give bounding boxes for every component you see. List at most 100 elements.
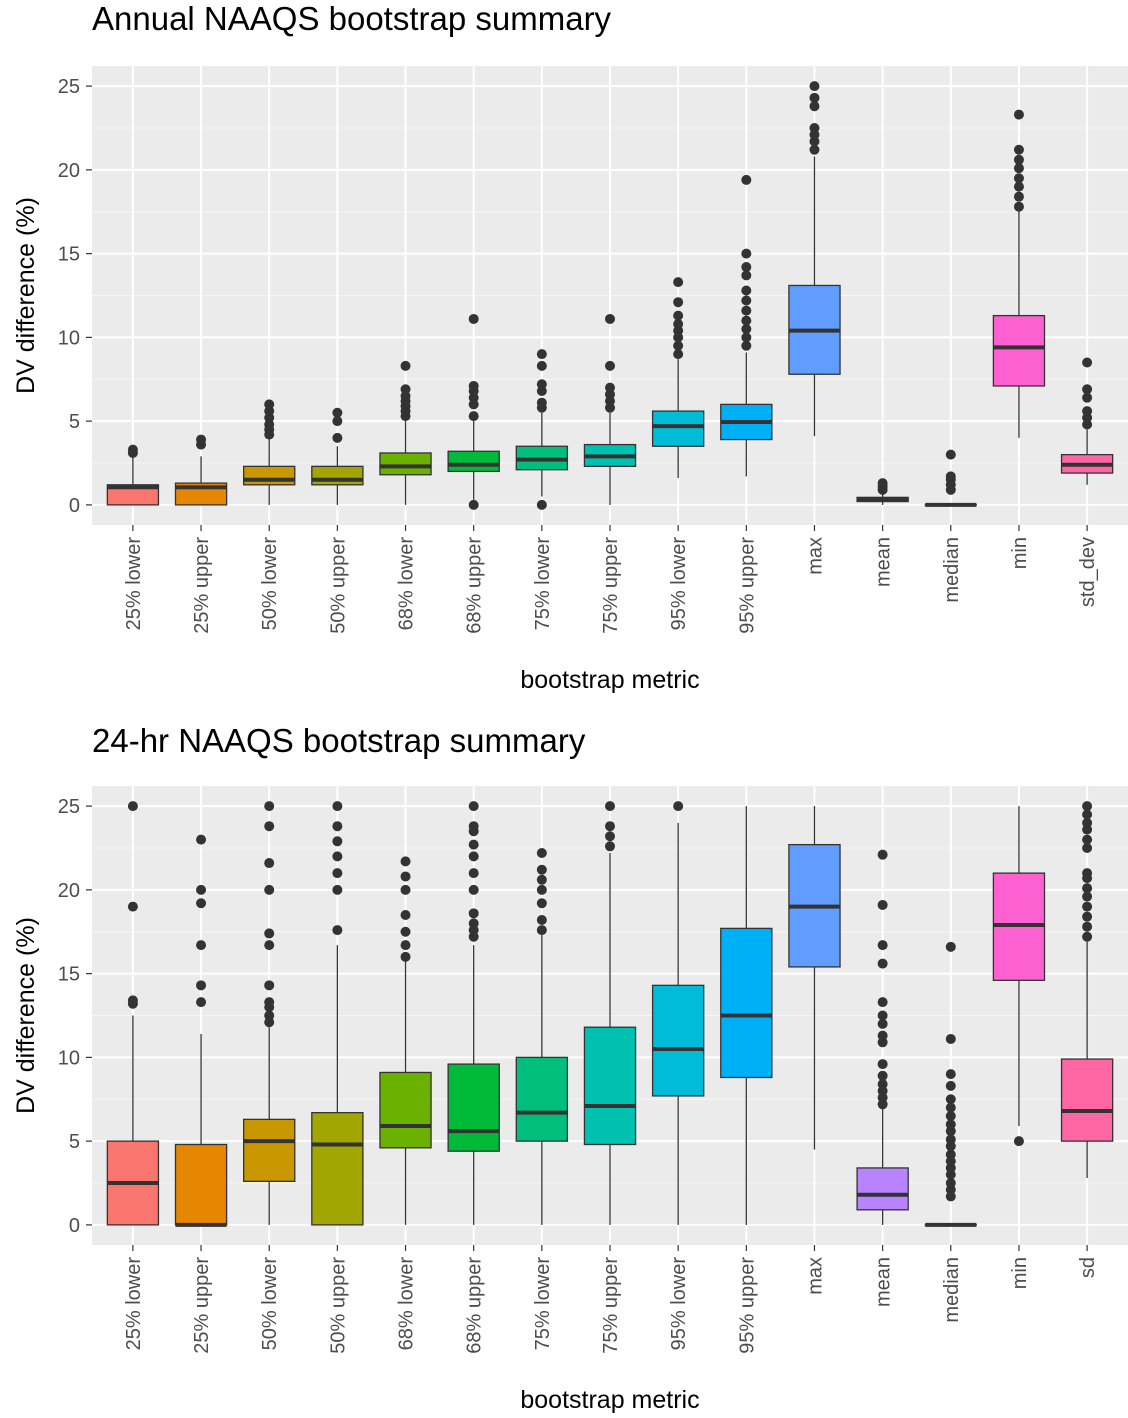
outlier-point xyxy=(196,997,207,1008)
outlier-point xyxy=(264,1010,275,1021)
box-95-lower xyxy=(651,801,705,1225)
chart-panel-2: 0 5 10 15 20 25 25% lower 25% upper 50% lower 50%… xyxy=(12,722,1128,1414)
box-75-lower xyxy=(515,848,569,1225)
outlier-point xyxy=(877,997,888,1008)
y-tick-label: 10 xyxy=(58,1047,80,1069)
outlier-point xyxy=(468,851,479,862)
outlier-point xyxy=(809,144,820,155)
box-25-lower xyxy=(106,801,160,1226)
outlier-point xyxy=(332,407,343,418)
outlier-point xyxy=(332,432,343,443)
outlier-point xyxy=(1082,911,1093,922)
x-tick-label: max xyxy=(804,1257,826,1295)
y-axis-title: DV difference (%) xyxy=(12,197,40,394)
outlier-point xyxy=(196,898,207,909)
outlier-point xyxy=(468,411,479,422)
outlier-point xyxy=(1082,834,1093,845)
outlier-point xyxy=(264,884,275,895)
outlier-point xyxy=(945,1080,956,1091)
outlier-point xyxy=(605,831,615,842)
y-tick-label: 25 xyxy=(58,796,80,818)
outlier-point xyxy=(877,849,888,860)
outlier-point xyxy=(332,925,343,936)
outlier-point xyxy=(264,940,275,951)
outlier-point xyxy=(605,313,615,324)
x-tick-label: 95% lower xyxy=(668,1257,690,1351)
iqr-box xyxy=(243,465,296,486)
outlier-point xyxy=(877,1030,888,1041)
outlier-point xyxy=(536,925,547,936)
outlier-point xyxy=(809,122,820,133)
outlier-point xyxy=(741,315,752,326)
box-median xyxy=(924,449,977,507)
outlier-point xyxy=(400,940,411,951)
box-25-lower xyxy=(106,444,160,506)
x-axis-title: bootstrap metric xyxy=(520,1386,699,1414)
outlier-point xyxy=(1013,109,1024,120)
chart-title: Annual NAAQS bootstrap summary xyxy=(92,0,612,37)
outlier-point xyxy=(877,958,888,969)
box-50-upper xyxy=(311,407,364,505)
outlier-point xyxy=(809,101,820,112)
outlier-point xyxy=(877,1079,888,1090)
y-tick-label: 15 xyxy=(58,964,80,986)
outlier-point xyxy=(264,997,275,1008)
iqr-box xyxy=(311,1112,364,1226)
outlier-point xyxy=(264,801,275,812)
outlier-point xyxy=(1082,817,1093,828)
iqr-box xyxy=(720,927,773,1079)
iqr-box xyxy=(447,450,500,473)
iqr-box xyxy=(174,1143,228,1226)
outlier-point xyxy=(673,277,684,288)
iqr-box xyxy=(447,1063,500,1152)
x-tick-label: min xyxy=(1009,1257,1031,1289)
outlier-point xyxy=(400,360,411,371)
outlier-point xyxy=(1013,163,1024,174)
iqr-box xyxy=(515,1056,569,1142)
outlier-point xyxy=(945,941,956,952)
x-tick-label: 68% upper xyxy=(464,1257,486,1354)
outlier-point xyxy=(400,951,411,962)
outlier-point xyxy=(605,841,615,852)
chart-title: 24-hr NAAQS bootstrap summary xyxy=(92,722,586,759)
outlier-point xyxy=(468,499,479,510)
x-tick-label: 95% upper xyxy=(736,537,758,634)
box-75-lower xyxy=(515,349,569,510)
outlier-point xyxy=(741,174,752,185)
outlier-point xyxy=(468,380,479,391)
outlier-point xyxy=(127,901,138,912)
outlier-point xyxy=(673,297,684,308)
x-tick-label: 68% lower xyxy=(396,1257,418,1351)
outlier-point xyxy=(605,821,615,832)
y-tick-label: 25 xyxy=(58,76,80,98)
iqr-box xyxy=(1060,1058,1114,1142)
x-tick-label: 50% lower xyxy=(259,537,281,631)
y-tick-label: 5 xyxy=(69,1131,80,1153)
outlier-point xyxy=(741,262,752,273)
chart-panel-1: 0 5 10 15 20 25 25% lower 25% upper 50% lower 50%… xyxy=(12,0,1128,694)
outlier-point xyxy=(1082,901,1093,912)
iqr-box xyxy=(311,465,364,486)
y-axis-title: DV difference (%) xyxy=(12,917,40,1114)
x-tick-label: 68% lower xyxy=(396,537,418,631)
outlier-point xyxy=(741,305,752,316)
outlier-point xyxy=(332,821,343,832)
x-tick-label: 95% upper xyxy=(736,1257,758,1354)
outlier-point xyxy=(536,379,547,390)
outlier-point xyxy=(536,884,547,895)
outlier-point xyxy=(1013,1136,1024,1147)
x-tick-label: median xyxy=(941,537,963,603)
outlier-point xyxy=(1082,931,1093,942)
outlier-point xyxy=(536,898,547,909)
outlier-point xyxy=(332,851,343,862)
outlier-point xyxy=(264,858,275,869)
outlier-point xyxy=(468,868,479,879)
outlier-point xyxy=(945,1119,956,1130)
iqr-box xyxy=(992,314,1046,387)
box-std-dev xyxy=(1060,357,1114,485)
outlier-point xyxy=(877,1070,888,1081)
outlier-point xyxy=(605,360,615,371)
outlier-point xyxy=(605,382,615,393)
x-tick-label: 50% lower xyxy=(259,1257,281,1351)
